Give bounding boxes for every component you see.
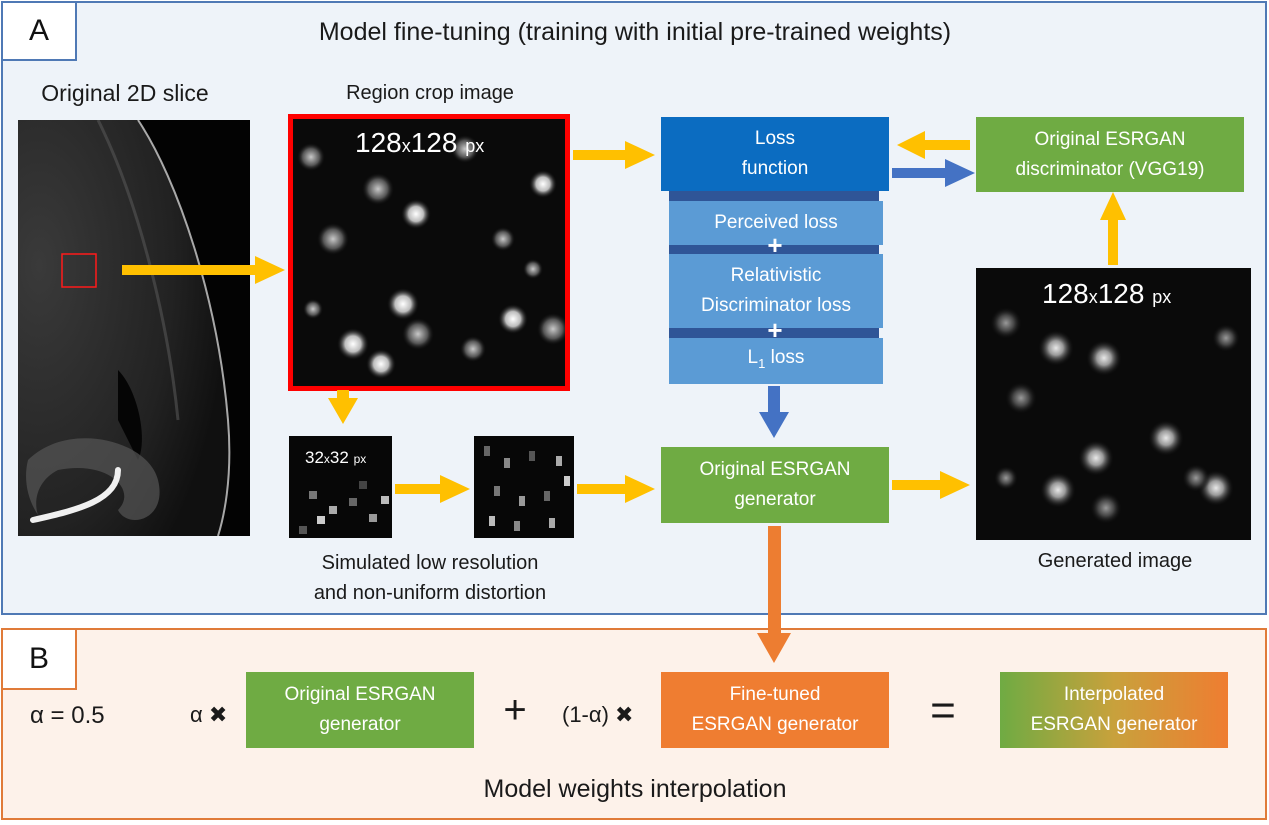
perceived-loss-label: Perceived loss — [714, 212, 838, 233]
interpolated-line1: Interpolated — [1063, 684, 1165, 705]
crop-size-main: 128 — [355, 127, 402, 158]
generated-size-unit: px — [1152, 287, 1172, 307]
blue-arrows — [759, 159, 975, 438]
l1-loss-box: L1 loss — [669, 338, 883, 384]
finetuned-generator-box: Fine-tuned ESRGAN generator — [661, 672, 889, 748]
lowres-size-x: x — [323, 452, 330, 466]
orange-arrows — [757, 526, 791, 663]
loss-function-line1: Loss — [754, 128, 796, 149]
l1-loss-rest: loss — [765, 347, 805, 369]
panel-a-label: A — [1, 1, 77, 61]
crop-region-marker — [61, 253, 97, 288]
original-gen-line2: generator — [319, 714, 401, 735]
lowres-pixels — [289, 436, 392, 538]
arrow-generated-to-discriminator — [1100, 192, 1126, 265]
plus-sign-2: + — [767, 315, 783, 345]
arrow-generator-to-finetuned — [757, 526, 791, 663]
arrow-slice-to-crop — [122, 256, 285, 284]
generated-size-x: x — [1088, 287, 1098, 307]
crop-size-x: x — [401, 136, 411, 156]
relativistic-loss-box: Relativistic Discriminator loss — [669, 254, 883, 328]
interpolated-generator-box: Interpolated ESRGAN generator — [1000, 672, 1228, 748]
original-gen-line1: Original ESRGAN — [284, 684, 436, 705]
arrow-loss-to-discriminator — [892, 159, 975, 187]
discriminator-line2: discriminator (VGG19) — [1015, 158, 1205, 180]
lowres-size-b: 32 — [329, 448, 349, 467]
crop-size-unit: px — [465, 136, 485, 156]
finetuned-line1: Fine-tuned — [729, 684, 821, 705]
panel-b-title: Model weights interpolation — [483, 775, 787, 803]
generated-image-label: Generated image — [1037, 550, 1193, 572]
arrow-generator-to-generated — [892, 471, 970, 499]
arrow-lowres-to-distorted — [395, 475, 470, 503]
original-generator-box-b: Original ESRGAN generator — [246, 672, 474, 748]
generated-image: 128x128 px — [976, 268, 1251, 540]
distorted-pixels — [474, 436, 574, 538]
arrow-crop-to-lowres — [328, 390, 358, 424]
discriminator-box: Original ESRGAN discriminator (VGG19) — [976, 117, 1244, 192]
arrow-crop-to-loss — [573, 141, 655, 169]
simulated-label: Simulated low resolution and non-uniform… — [270, 548, 590, 608]
arrow-distorted-to-generator — [577, 475, 655, 503]
yellow-arrows — [122, 131, 1126, 503]
distorted-image — [474, 436, 574, 538]
loss-function-line2: function — [741, 158, 809, 179]
relativistic-line2: Discriminator loss — [701, 295, 851, 316]
region-crop-image: 128x128 px — [288, 114, 570, 391]
plus-sign-1: + — [767, 230, 783, 260]
region-crop-label: Region crop image — [346, 82, 514, 104]
alpha-multiplier: α ✖ — [190, 702, 228, 727]
l1-loss-L: L — [747, 347, 759, 369]
lowres-size-main: 32 — [305, 448, 324, 467]
arrow-loss-to-generator — [759, 386, 789, 438]
plus-operator: + — [503, 688, 527, 732]
generated-size-label: 128x128 px — [1042, 278, 1171, 310]
lowres-size-unit: px — [353, 452, 367, 466]
simulated-label-line2: and non-uniform distortion — [313, 582, 547, 604]
lowres-size-label: 32x32 px — [305, 448, 366, 468]
loss-function-box: Loss function — [661, 117, 889, 191]
crop-size-b: 128 — [410, 127, 458, 158]
l1-loss-label: L1 loss — [748, 343, 805, 379]
lowres-image: 32x32 px — [289, 436, 392, 538]
generated-size-main: 128 — [1042, 278, 1089, 309]
arrow-discriminator-to-loss — [897, 131, 970, 159]
original-slice-image — [18, 120, 250, 536]
original-generator-box: Original ESRGAN generator — [661, 447, 889, 523]
discriminator-line1: Original ESRGAN — [1034, 128, 1186, 150]
region-crop-cells — [293, 119, 565, 386]
one-minus-alpha-multiplier: (1-α) ✖ — [562, 702, 634, 727]
panel-b-label: B — [1, 628, 77, 690]
perceived-loss-box: Perceived loss — [669, 201, 883, 245]
equals-operator: = — [930, 686, 956, 735]
generated-size-b: 128 — [1097, 278, 1145, 309]
simulated-label-line1: Simulated low resolution — [321, 552, 539, 574]
relativistic-line1: Relativistic — [730, 265, 822, 286]
finetuned-line2: ESRGAN generator — [691, 714, 859, 735]
generator-line1: Original ESRGAN — [699, 459, 851, 480]
generator-line2: generator — [734, 489, 816, 510]
generated-cells — [976, 268, 1251, 540]
interpolated-line2: ESRGAN generator — [1030, 714, 1198, 735]
panel-a-title: Model fine-tuning (training with initial… — [318, 18, 952, 46]
alpha-value: α = 0.5 — [30, 702, 105, 729]
crop-size-label: 128x128 px — [355, 127, 484, 159]
original-slice-label: Original 2D slice — [41, 80, 209, 106]
l1-loss-subscript: 1 — [758, 355, 766, 371]
